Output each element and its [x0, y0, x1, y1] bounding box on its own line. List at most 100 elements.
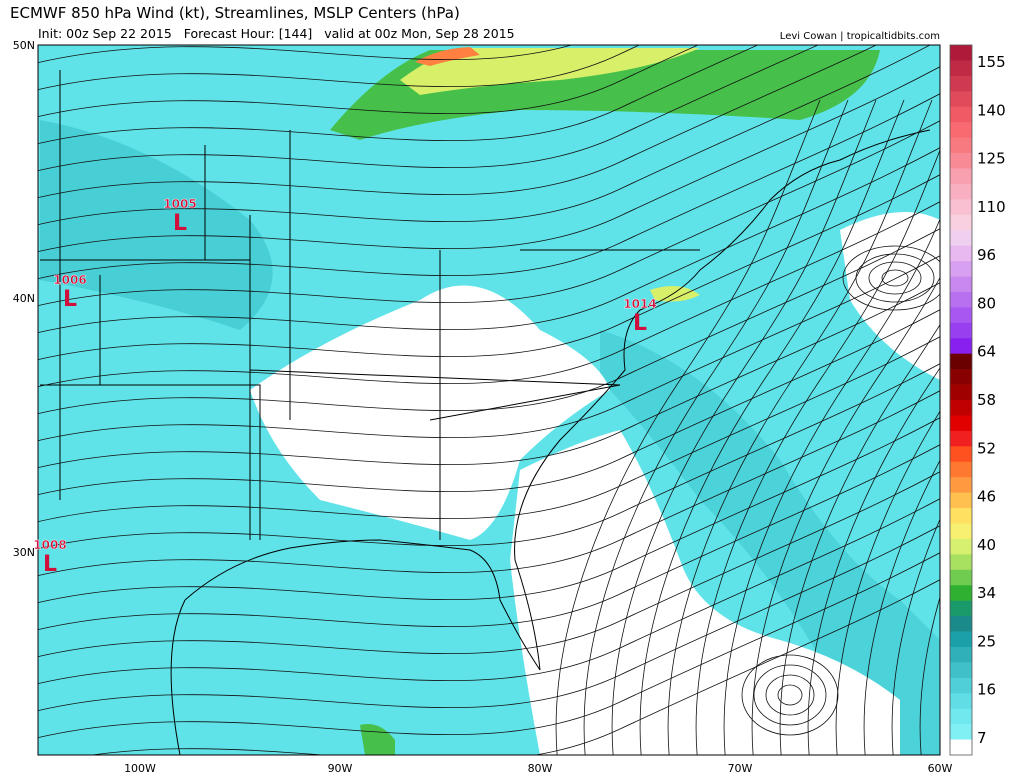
streamline	[695, 149, 940, 755]
colorbar-swatch	[950, 261, 972, 277]
streamline	[38, 45, 759, 145]
streamline	[741, 654, 839, 736]
streamline	[842, 245, 940, 311]
pressure-value: 1008	[33, 538, 66, 552]
low-symbol: L	[633, 311, 647, 336]
colorbar-swatch	[950, 554, 972, 571]
streamline	[38, 174, 940, 361]
colorbar-label: 58	[977, 391, 996, 409]
colorbar-label: 140	[977, 101, 1006, 119]
colorbar-label: 96	[977, 246, 996, 264]
colorbar-swatch	[950, 415, 972, 432]
colorbar-swatch	[950, 45, 972, 61]
streamline	[38, 45, 641, 91]
boundaries	[40, 70, 931, 755]
streamline	[38, 228, 940, 415]
colorbar-swatch	[950, 400, 972, 416]
title: ECMWF 850 hPa Wind (kt), Streamlines, MS…	[10, 4, 460, 22]
colorbar-frame	[949, 44, 973, 756]
credit: Levi Cowan | tropicaltidbits.com	[780, 31, 940, 42]
low-symbol: L	[43, 552, 57, 577]
streamline	[611, 99, 877, 755]
streamline	[89, 579, 940, 755]
colorbar-swatch	[950, 631, 972, 648]
streamline	[723, 218, 940, 755]
streamline	[38, 45, 931, 226]
colorbar-label: 25	[977, 632, 996, 650]
streamline	[779, 324, 940, 755]
colorbar-swatch	[950, 677, 972, 694]
streamline	[667, 99, 933, 755]
colorbar-swatch	[950, 75, 972, 92]
colorbar-label: 52	[977, 439, 996, 457]
streamline	[38, 201, 940, 388]
streamline	[753, 664, 827, 726]
low-symbol: L	[173, 211, 187, 236]
colorbar-label: 155	[977, 53, 1006, 71]
colorbar-swatch	[950, 245, 972, 262]
colorbar-swatch	[950, 430, 972, 447]
colorbar-swatch	[950, 569, 972, 586]
colorbar-swatch	[950, 538, 972, 555]
colorbar-swatch	[950, 353, 972, 370]
streamline	[777, 684, 803, 706]
colorbar-swatch	[950, 307, 972, 324]
pressure-value: 1014	[623, 297, 656, 311]
latitude-label: 30N	[13, 546, 35, 559]
colorbar-label: 16	[977, 681, 996, 699]
map-area	[38, 45, 940, 755]
streamline	[38, 390, 940, 577]
colorbar-swatch	[950, 492, 972, 509]
colorbar-swatch	[950, 137, 972, 154]
streamline	[38, 498, 940, 685]
longitude-label: 100W	[124, 762, 156, 775]
colorbar-label: 125	[977, 150, 1006, 168]
streamline	[919, 596, 940, 755]
streamline	[38, 93, 940, 280]
colorbar-swatch	[950, 291, 972, 308]
streamline	[765, 674, 815, 716]
colorbar-swatch	[950, 122, 972, 138]
streamline	[38, 45, 573, 64]
colorbar-swatch	[950, 724, 972, 740]
colorbar-swatch	[950, 523, 972, 540]
colorbar-swatch	[950, 230, 972, 246]
longitude-label: 80W	[528, 762, 553, 775]
subtitle: Init: 00z Sep 22 2015 Forecast Hour: [14…	[38, 26, 515, 41]
streamline	[38, 45, 699, 118]
colorbar-swatch	[950, 693, 972, 709]
longitude-label: 60W	[928, 762, 953, 775]
streamline	[38, 336, 940, 523]
streamline	[38, 444, 940, 631]
streamline	[583, 99, 849, 755]
streamline	[38, 120, 940, 307]
colorbar-swatch	[950, 600, 972, 617]
streamline	[38, 255, 940, 442]
colorbar-label: 80	[977, 294, 996, 312]
colorbar-swatch	[950, 322, 972, 339]
streamlines	[38, 45, 940, 755]
colorbar-label: 46	[977, 488, 996, 506]
streamline	[863, 459, 940, 755]
colorbar-swatch	[950, 369, 972, 385]
colorbar-swatch	[950, 616, 972, 632]
longitude-label: 90W	[328, 762, 353, 775]
colorbar-swatch	[950, 446, 972, 463]
colorbar-swatch	[950, 585, 972, 601]
colorbar-label: 40	[977, 536, 996, 554]
colorbar-label: 110	[977, 198, 1006, 216]
low-symbol: L	[63, 287, 77, 312]
streamline	[38, 45, 878, 199]
colorbar-swatch	[950, 739, 972, 756]
streamline	[555, 99, 821, 755]
streamline	[807, 367, 940, 755]
colorbar-swatch	[950, 183, 972, 200]
colorbar-swatch	[950, 646, 972, 663]
streamline	[38, 45, 820, 172]
streamline	[38, 66, 940, 253]
colorbar-swatch	[950, 199, 972, 216]
streamline	[868, 261, 922, 295]
latitude-label: 50N	[13, 39, 35, 52]
streamline	[891, 518, 940, 755]
